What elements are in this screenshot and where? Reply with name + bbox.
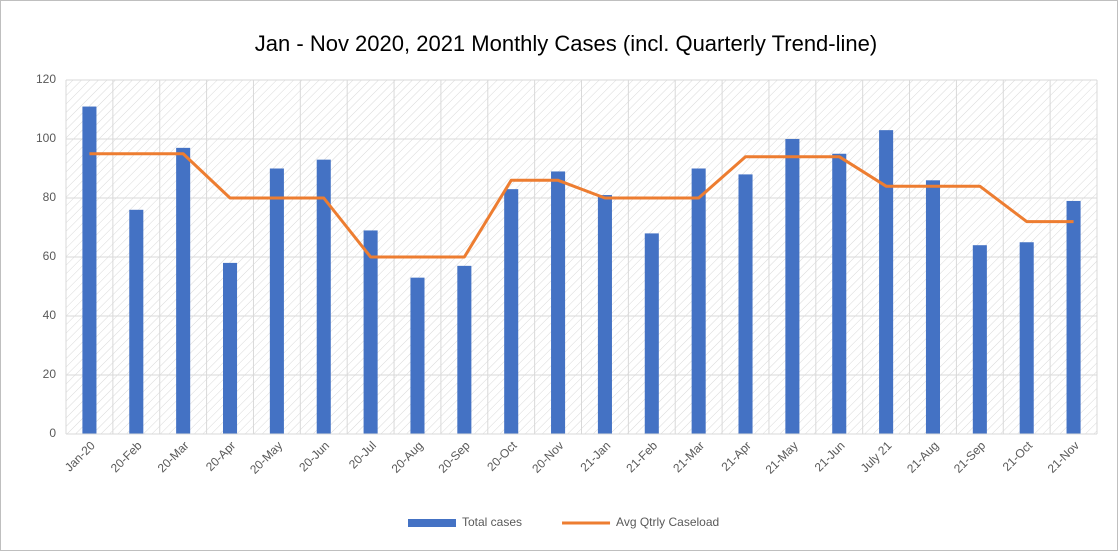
y-tick-label: 40 [43, 308, 57, 322]
bar [176, 147, 191, 434]
bar [269, 168, 284, 434]
bar [82, 106, 97, 435]
bar [129, 209, 144, 434]
trend-line [89, 152, 1074, 259]
bar [832, 153, 847, 434]
bar [316, 159, 331, 434]
bar [457, 265, 472, 434]
bar [1066, 200, 1081, 434]
legend-swatch [408, 519, 456, 527]
bar [222, 262, 238, 434]
bar [597, 195, 612, 434]
bar [925, 180, 941, 434]
y-tick-label: 100 [36, 131, 56, 145]
legend-label: Avg Qtrly Caseload [616, 515, 719, 529]
bar [551, 171, 566, 434]
bar [691, 168, 706, 434]
bar [363, 230, 378, 434]
bar [972, 245, 987, 434]
bar [410, 277, 425, 434]
legend-label: Total cases [462, 515, 522, 529]
y-tick-label: 0 [49, 426, 56, 440]
bar [1019, 242, 1034, 434]
bar [644, 233, 659, 434]
y-tick-label: 120 [36, 72, 56, 86]
bar [738, 174, 753, 434]
bar [504, 189, 519, 434]
bar [879, 130, 894, 434]
chart-title: Jan - Nov 2020, 2021 Monthly Cases (incl… [255, 31, 877, 56]
bar [785, 139, 800, 434]
y-tick-label: 20 [43, 367, 57, 381]
y-tick-label: 60 [43, 249, 57, 263]
y-tick-label: 80 [43, 190, 57, 204]
